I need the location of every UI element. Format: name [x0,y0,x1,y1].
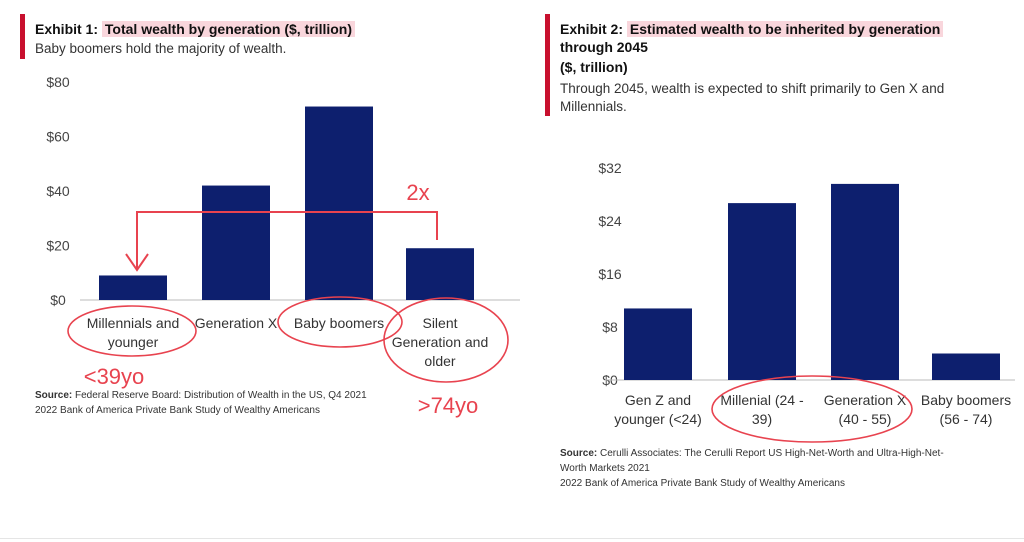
exhibit1-category-label: Baby boomers [294,315,384,331]
exhibit1-source-label: Source: [35,390,73,401]
exhibit1-ytick-label: $60 [46,129,70,145]
exhibit2-ytick-label: $16 [598,266,622,282]
exhibit2-ytick-label: $8 [602,319,618,335]
exhibit2-title-prefix: Exhibit 2: [560,21,627,37]
exhibit2-source-line2: Worth Markets 2021 [560,463,650,474]
exhibit1-title: Exhibit 1: Total wealth by generation ($… [35,20,355,38]
exhibit1-category-label: Millennials and [87,315,180,331]
exhibit1-category-label: Generation and [392,334,489,350]
exhibit1-bar [406,248,474,300]
exhibit2-circle-millenial-genx [711,375,913,443]
exhibit2-bar [932,353,1000,380]
exhibit2-category-label: younger (<24) [614,411,702,427]
exhibit1-bar [305,106,373,301]
exhibit2-subtitle-line2: Millennials. [560,99,627,114]
exhibit2-source-label: Source: [560,448,598,459]
exhibit1-ytick-label: $20 [46,238,70,254]
exhibit1-circle-millennials [67,305,197,357]
exhibit2-title: Exhibit 2: Estimated wealth to be inheri… [560,20,944,38]
exhibit2-source-line1: Cerulli Associates: The Cerulli Report U… [600,448,944,459]
exhibit1-circle-silent [383,297,509,383]
exhibit1-old-age-label: >74yo [418,393,479,418]
exhibit1-annotations: 2x <39yo >74yo [67,180,509,418]
exhibit2-ytick-label: $32 [598,160,622,176]
exhibit1-multiplier-label: 2x [406,180,429,205]
exhibit1-young-age-label: <39yo [84,364,145,389]
exhibit2-bar [831,183,899,380]
exhibit2-category-label: Gen Z and [625,392,691,408]
exhibit1-subtitle: Baby boomers hold the majority of wealth… [35,41,287,56]
exhibit1-category-label: Silent [422,315,457,331]
exhibit2-accent-bar [545,14,550,116]
exhibit2-category-label: 39) [752,411,772,427]
exhibit2-bar [728,203,796,380]
exhibit1-bar [202,185,270,300]
exhibit2-source-line3: 2022 Bank of America Private Bank Study … [560,478,845,489]
exhibit2-subtitle-line1: Through 2045, wealth is expected to shif… [560,81,945,96]
exhibit1-category-label: Generation X [195,315,278,331]
exhibit1-source-line1: Federal Reserve Board: Distribution of W… [75,390,367,401]
exhibit2-category-label: Baby boomers [921,392,1011,408]
exhibit2-ytick-label: $24 [598,213,622,229]
exhibit1-ytick-label: $40 [46,183,70,199]
exhibit1-source-line2: 2022 Bank of America Private Bank Study … [35,405,320,416]
exhibit1-title-prefix: Exhibit 1: [35,21,102,37]
exhibit1-ytick-label: $0 [50,292,66,308]
exhibit1-category-label: younger [108,334,159,350]
exhibit1-ytick-label: $80 [46,74,70,90]
exhibit1-source: Source: Federal Reserve Board: Distribut… [35,388,367,418]
exhibit1-circle-boomers [277,296,403,348]
exhibit2-title-line3: ($, trillion) [560,59,628,75]
exhibit2-category-label: (56 - 74) [940,411,993,427]
page-bottom-divider [0,538,1024,539]
exhibit2-category-label: (40 - 55) [839,411,892,427]
exhibit2-category-label: Millenial (24 - [720,392,804,408]
exhibit2-source: Source: Cerulli Associates: The Cerulli … [560,446,944,491]
exhibit1-chart: $0 $20 $40 $60 $80 Millennials and younger Gene… [46,74,520,369]
exhibit2-bar [624,308,692,380]
exhibit1-title-highlight: Total wealth by generation ($, trillion) [101,21,355,37]
exhibit1-category-label: older [424,353,455,369]
exhibit2-title-line2: through 2045 [560,39,648,55]
exhibit2-category-label: Generation X [824,392,907,408]
exhibit1-arrowhead [125,253,149,272]
exhibit1-bar [99,275,167,300]
exhibit1-accent-bar [20,14,25,59]
exhibit1-bracket-arrow [136,211,438,268]
exhibit2-title-highlight: Estimated wealth to be inherited by gene… [626,21,944,37]
